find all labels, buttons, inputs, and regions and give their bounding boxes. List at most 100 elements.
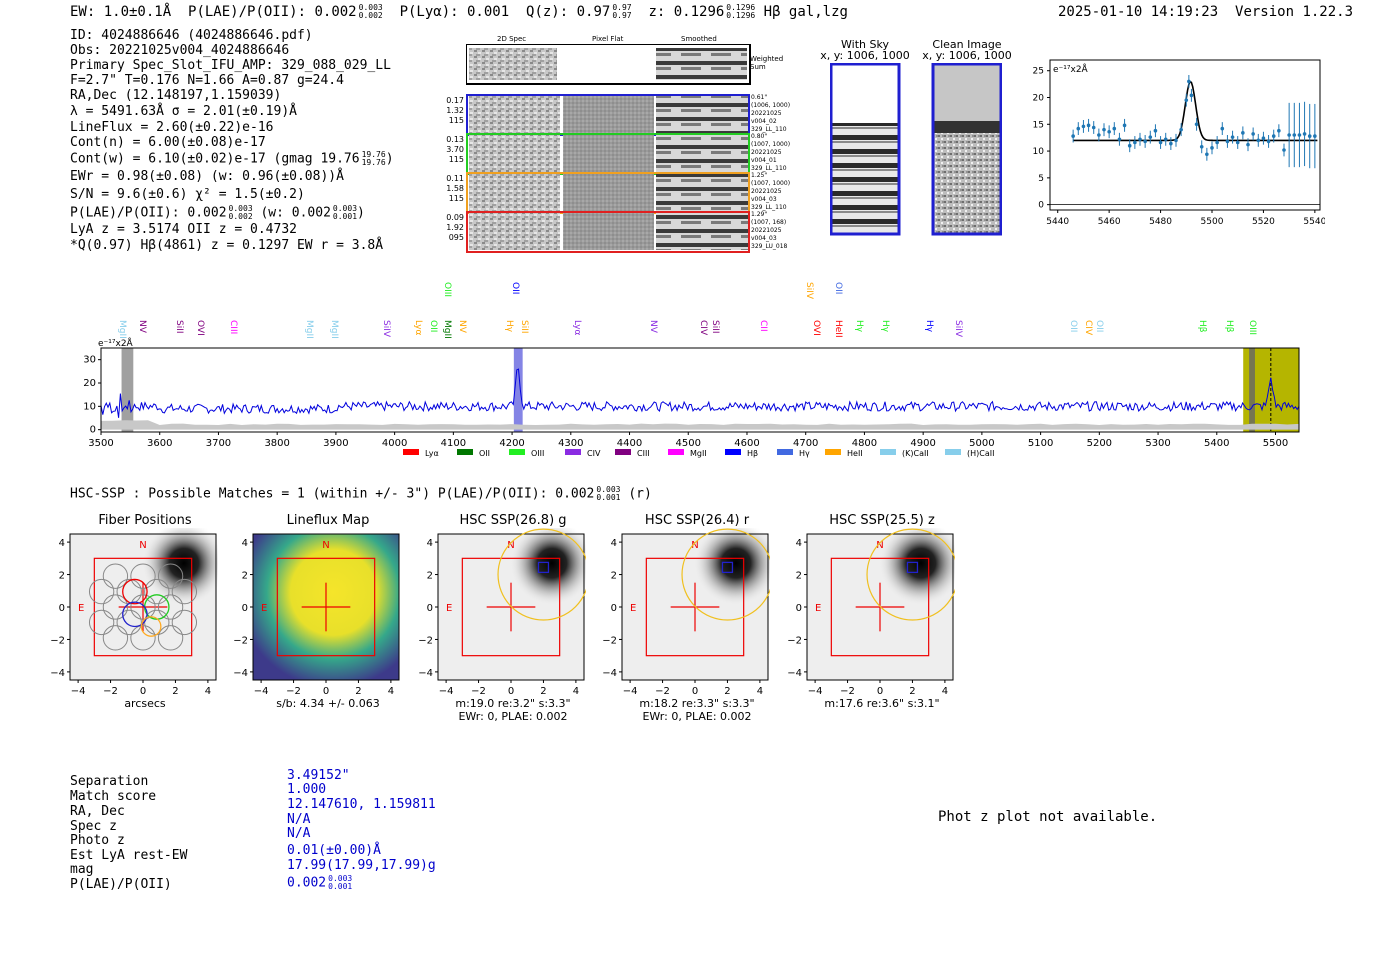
hsc-xtick-label: −2	[840, 686, 855, 697]
hsc-xtick-label: 2	[724, 686, 730, 697]
cutout-meta: 329_LL_110	[751, 165, 787, 172]
east-marker: E	[78, 603, 84, 614]
info-cont-w-hi: 19.76	[361, 150, 386, 159]
info-primary-spec: Primary Spec_Slot_IFU_AMP: 329_088_029_L…	[70, 58, 391, 73]
table-key: Match score	[70, 789, 157, 804]
zoom-data-point	[1097, 133, 1101, 137]
full-xtick-label: 4900	[910, 438, 935, 449]
full-xtick-label: 3700	[206, 438, 231, 449]
zoom-xtick-label: 5520	[1252, 217, 1275, 227]
east-marker: E	[261, 603, 267, 614]
table-value-text: 17.99(17.99,17.99)g	[287, 858, 436, 873]
zoom-data-point	[1187, 79, 1191, 84]
cutout-stat: 0.09	[446, 213, 464, 222]
cutout-weighted-label: Weighted Sum	[750, 55, 784, 71]
info-obs: Obs: 20221025v004_4024886646	[70, 43, 290, 58]
hsc-heading-hi: 0.003	[596, 485, 621, 494]
search-box	[461, 557, 561, 657]
legend-label: Hβ	[747, 449, 758, 458]
table-value: 0.002 0.003 0.001	[287, 875, 352, 891]
zoom-data-point	[1122, 123, 1127, 128]
zoom-data-point	[1194, 122, 1199, 127]
zoom-xtick-label: 5480	[1149, 217, 1172, 227]
fiber-circle	[130, 594, 156, 620]
search-box	[93, 557, 193, 657]
header-qz: Q(z): 0.97	[526, 4, 611, 20]
cutout-meta: v004_03	[751, 235, 777, 242]
fiber-circle	[144, 578, 170, 605]
hsc-panel-plot: N E −4 −2 0 2 4 4 2 0 −2 −4	[418, 528, 586, 697]
cutout-stat: 1.32	[446, 106, 464, 115]
legend-swatch	[825, 449, 841, 455]
full-xtick-label: 5400	[1204, 438, 1229, 449]
table-value-text: 12.147610, 1.159811	[287, 797, 436, 812]
zoom-data-point	[1112, 126, 1117, 131]
full-spectrum-chart: e⁻¹⁷x2Å 0 10 20 30 3500 3600 3700 3800 3900 4000…	[83, 337, 1300, 458]
north-marker: N	[139, 540, 146, 551]
header-plae-lo: 0.002	[358, 11, 383, 20]
hsc-xtick-label: −2	[103, 686, 118, 697]
hsc-xtick-label: 0	[877, 686, 883, 697]
emission-line-label: OII	[833, 282, 843, 295]
info-cont-w-lo: 19.76	[361, 158, 386, 167]
emission-line-label: SiIV	[380, 320, 391, 338]
table-key: P(LAE)/P(OII)	[70, 877, 172, 892]
full-x-ticks: 3500 3600 3700 3800 3900 4000 4100 4200 4300 4400…	[88, 432, 1288, 449]
full-xtick-label: 4600	[734, 438, 759, 449]
full-unit-label: e⁻¹⁷x2Å	[98, 337, 134, 349]
legend-swatch	[777, 449, 793, 455]
zoom-data-point	[1143, 139, 1147, 144]
emission-line-label: MgII	[304, 320, 315, 339]
zoom-data-point	[1071, 134, 1075, 138]
legend-label: HeII	[847, 449, 863, 458]
cutout-stat: 115	[448, 194, 464, 203]
zoom-data-point	[1179, 127, 1183, 132]
fiber-blue	[122, 601, 148, 628]
table-value-text: N/A	[287, 812, 311, 827]
zoom-data-point	[1292, 133, 1297, 137]
legend-swatch	[509, 449, 525, 455]
zoom-data-point	[1297, 133, 1302, 137]
north-marker: N	[876, 540, 883, 551]
zoom-data-points	[1071, 75, 1317, 169]
legend-label: OIII	[531, 449, 544, 458]
header-plya: P(Lyα): 0.001	[399, 4, 510, 20]
emission-line-label: Hγ	[853, 320, 864, 333]
hsc-ytick-label: −4	[50, 668, 65, 679]
table-value-text: N/A	[287, 826, 311, 841]
header-z-hi: 0.1296	[726, 3, 756, 12]
cutout-meta: 20221025	[751, 227, 782, 234]
cutout-row-1-right-meta: 0.61" (1006, 1000) 20221025 v004_02 329_LL_1…	[751, 94, 790, 134]
emission-line-label: MgII	[329, 320, 340, 339]
header-line-tag: Hβ gal,lzg	[763, 4, 848, 20]
table-key: Spec z	[70, 819, 117, 834]
full-masked-band	[121, 348, 134, 432]
header-qz-lo: 0.97	[612, 11, 632, 20]
table-key: Separation	[70, 774, 149, 789]
cutout-row-1	[466, 94, 750, 136]
hsc-ytick-label: −4	[233, 668, 248, 679]
cutout-meta: (1006, 1000)	[751, 102, 791, 109]
emission-line-label: OII	[427, 320, 438, 333]
cutout-row-3	[466, 172, 750, 214]
hsc-panel-caption: m:17.6 re:3.6" s:3.1"	[824, 697, 940, 710]
hsc-xtick-label: −4	[439, 686, 454, 697]
zoom-data-point	[1199, 144, 1204, 149]
hsc-ytick-label: 4	[611, 538, 617, 549]
hsc-panel-caption-2: EWr: 0, PLAE: 0.002	[642, 710, 752, 723]
hsc-ytick-label: −2	[50, 635, 65, 646]
hsc-xtick-label: 0	[323, 686, 329, 697]
info-lineflux: LineFlux = 2.60(±0.22)e-16	[70, 120, 274, 135]
table-plae-lo: 0.001	[328, 882, 353, 891]
table-value: 17.99(17.99,17.99)g	[287, 858, 436, 873]
cutout-meta: (1007, 1000)	[751, 180, 791, 187]
emission-line-label: OII	[1067, 320, 1078, 333]
hsc-ytick-label: −2	[602, 635, 617, 646]
cutout-row-3-right-meta: 1.25" (1007, 1000) 20221025 v004_03 329_LL_1…	[751, 172, 790, 212]
zoom-ytick-label: 0	[1038, 201, 1044, 211]
photz-note: Phot z plot not available.	[938, 809, 1158, 825]
zoom-data-point	[1184, 98, 1189, 102]
zoom-data-point	[1138, 137, 1142, 142]
legend-swatch	[403, 449, 419, 455]
legend-swatch	[668, 449, 684, 455]
